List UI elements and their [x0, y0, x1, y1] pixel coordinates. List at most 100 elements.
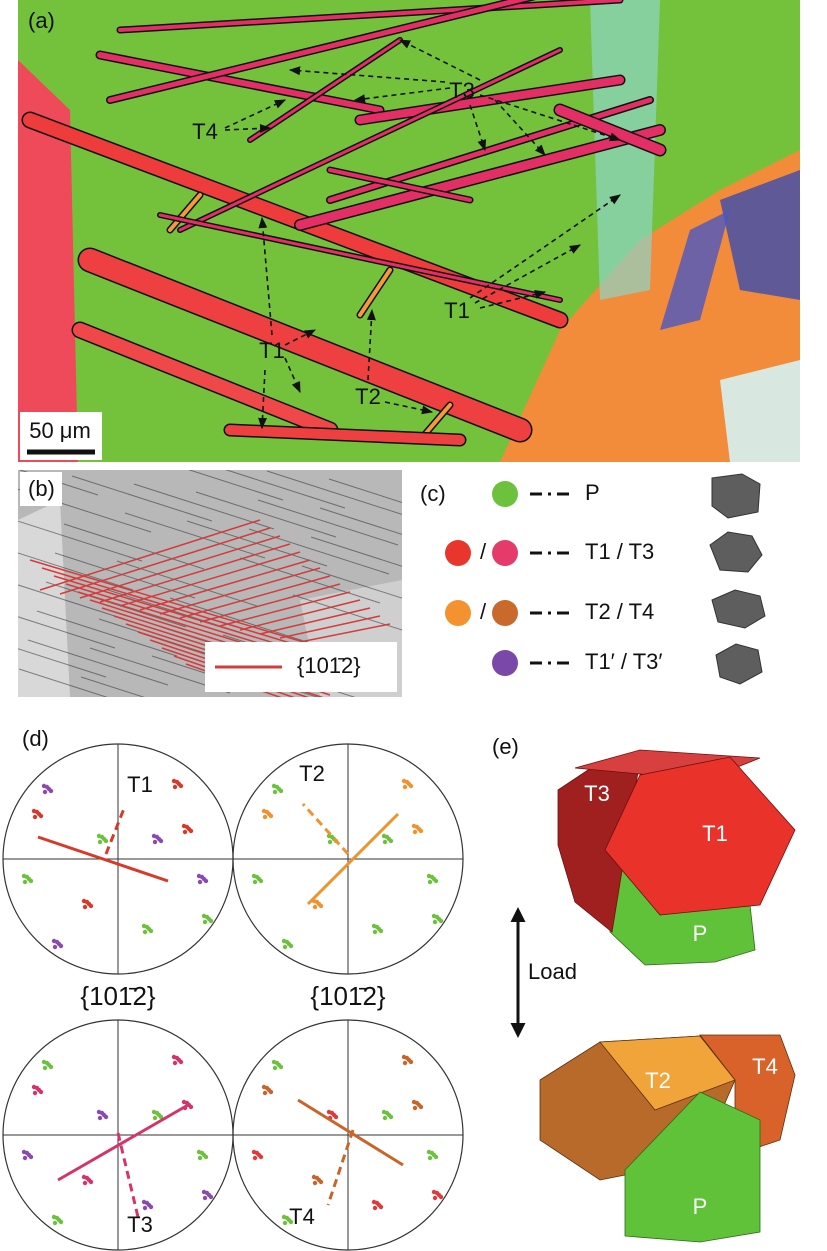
pole-spot	[144, 924, 150, 930]
arrow	[479, 290, 547, 309]
pole-spot	[272, 789, 278, 795]
pole-spot	[382, 1115, 388, 1121]
arrow	[479, 94, 622, 142]
pole-spot	[314, 1175, 320, 1181]
bottom-crystals	[539, 1034, 796, 1243]
pole-spot	[54, 939, 60, 945]
panel-label: (b)	[28, 476, 55, 501]
pole-spot	[202, 919, 208, 925]
pole-spot	[144, 1200, 150, 1206]
twin-band	[295, 125, 665, 230]
twin-trace	[79, 535, 281, 599]
scratch	[301, 565, 402, 599]
pole-spot	[282, 1220, 288, 1226]
twin-trace	[139, 559, 311, 611]
color-dot	[492, 600, 518, 626]
twin-trace	[219, 591, 351, 627]
twin-bands	[21, 0, 667, 447]
pole-label: T4	[289, 1204, 315, 1229]
panel-label: (d)	[22, 726, 49, 751]
pole-spot	[24, 1150, 30, 1156]
pole-spot	[204, 914, 210, 920]
pole-spot	[84, 899, 90, 905]
twin-band	[158, 213, 562, 302]
red-grain	[18, 60, 78, 462]
scratch	[257, 499, 399, 546]
grain	[18, 500, 70, 697]
scratch	[248, 528, 390, 575]
pole-spot	[402, 1060, 408, 1066]
crystal-label: T3	[584, 781, 610, 806]
scratch	[63, 523, 205, 570]
separator: /	[480, 539, 487, 564]
pole-spot	[184, 1100, 190, 1106]
crystal-label: T2	[645, 1068, 671, 1093]
twin-trace	[239, 599, 361, 631]
pole-spot	[262, 1090, 268, 1096]
color-dot	[445, 600, 471, 626]
load-label: Load	[528, 959, 577, 984]
pole-spot	[427, 1155, 433, 1161]
row-label: P	[585, 480, 600, 505]
pole-spot	[264, 1085, 270, 1091]
pole-spot	[44, 784, 50, 790]
dash-dots	[530, 492, 570, 665]
pole-spot	[404, 779, 410, 785]
twin-band	[328, 168, 472, 202]
pole-spot	[184, 824, 190, 830]
pole-spot	[329, 1110, 335, 1116]
top-crystals	[557, 749, 796, 966]
trace-line	[37, 835, 169, 883]
color-dot	[492, 540, 518, 566]
pole-label: T2	[299, 761, 325, 786]
pole-spot	[52, 944, 58, 950]
pole-label: T3	[127, 1212, 153, 1237]
twin-band	[356, 76, 624, 124]
twin-trace	[41, 567, 331, 656]
twin-trace	[179, 575, 331, 619]
pole-spot	[434, 1190, 440, 1196]
pole-spot	[99, 834, 105, 840]
arrow	[284, 357, 301, 394]
pole-figures	[2, 743, 464, 1251]
color-dot	[445, 540, 471, 566]
arrow	[469, 194, 621, 299]
twin-label: T4	[192, 119, 218, 144]
pole-spot	[174, 1055, 180, 1061]
pole-spot	[412, 829, 418, 835]
crystal-label: T1	[702, 821, 728, 846]
trace-line	[306, 812, 400, 906]
pole-spot	[327, 839, 333, 845]
arrow	[384, 401, 434, 415]
pole-spot	[154, 834, 160, 840]
panel-label: (a)	[28, 8, 55, 33]
pole-spot	[22, 1155, 28, 1161]
pole-spot	[202, 1195, 208, 1201]
scratch	[292, 594, 402, 631]
twin-trace	[259, 607, 371, 635]
annotation-arrows	[224, 39, 622, 430]
scratch	[124, 512, 266, 559]
twin-band	[97, 52, 383, 113]
twin-band	[118, 0, 622, 32]
crystal	[715, 643, 763, 685]
twin-trace	[199, 583, 341, 623]
twin-trace	[159, 567, 321, 615]
pole-spot	[384, 834, 390, 840]
pole-spot	[97, 1115, 103, 1121]
pole-spot	[172, 1060, 178, 1066]
twin-trace	[279, 615, 381, 639]
arrow	[353, 87, 451, 104]
scratch	[18, 648, 107, 678]
pole-spot	[199, 1150, 205, 1156]
scratch	[195, 491, 337, 538]
pole-spot	[414, 1100, 420, 1106]
pole-spot	[152, 839, 158, 845]
pole-spot	[204, 1190, 210, 1196]
twin-label: T1	[444, 298, 470, 323]
arrow	[366, 308, 376, 381]
twin-label: T1	[259, 338, 285, 363]
plane-label: {101̄2}	[80, 981, 156, 1011]
